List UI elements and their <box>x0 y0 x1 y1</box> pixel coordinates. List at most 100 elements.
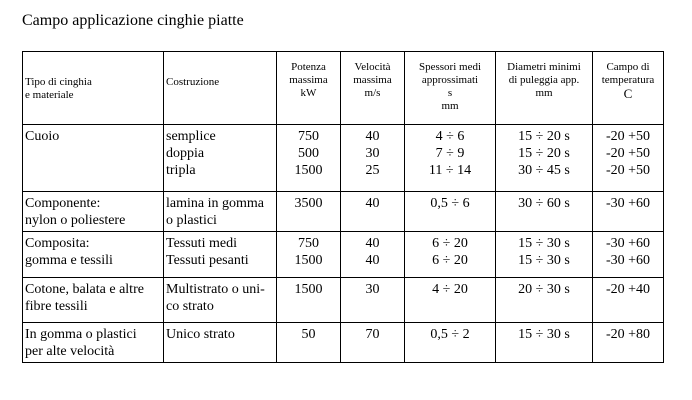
cell-line: tripla <box>166 163 196 178</box>
header-line: massima <box>353 74 392 86</box>
cell-potenza: 1500 <box>276 277 341 323</box>
header-row: Tipo di cinghia e materiale Costruzione … <box>22 51 664 125</box>
header-line: Velocità <box>354 61 391 73</box>
cell-line: -30 +60 <box>605 236 651 251</box>
cell-line: 11 ÷ 14 <box>428 163 472 178</box>
cell-line: 7 ÷ 9 <box>435 146 465 161</box>
table-row: Composita: gomma e tessili Tessuti medi Tes… <box>22 231 664 278</box>
cell-velocita: 40 40 <box>340 231 405 278</box>
header-temperatura: Campo di temperatura C <box>592 51 664 125</box>
cell-line: 750 <box>298 236 319 251</box>
cell-line: 30 ÷ 45 s <box>518 163 570 178</box>
header-line: mm <box>535 87 553 99</box>
cell-costruzione: Tessuti medi Tessuti pesanti <box>163 231 277 278</box>
header-line: massima <box>289 74 328 86</box>
cell-line: gomma e tessili <box>25 253 113 268</box>
cell-line: Componente: <box>25 196 101 211</box>
cell-line: 30 ÷ 60 s <box>518 196 570 211</box>
table-row: Cuoio semplice doppia tripla 750 500 1500 40 30 2… <box>22 124 664 192</box>
cell-diametri: 15 ÷ 30 s 15 ÷ 30 s <box>495 231 593 278</box>
cell-diametri: 15 ÷ 20 s 15 ÷ 20 s 30 ÷ 45 s <box>495 124 593 192</box>
document-title: Campo applicazione cinghie piatte <box>22 12 244 29</box>
cell-diametri: 30 ÷ 60 s <box>495 191 593 232</box>
cell-line: fibre tessili <box>25 299 88 314</box>
header-line: mm <box>441 100 459 112</box>
cell-line: 15 ÷ 30 s <box>518 253 570 268</box>
cell-line: 1500 <box>294 163 323 178</box>
cell-temperatura: -20 +80 <box>592 322 664 363</box>
cell-line: 30 <box>365 146 380 161</box>
cell-line: 15 ÷ 20 s <box>518 146 570 161</box>
header-line: C <box>623 86 633 101</box>
header-line: Campo di <box>606 61 650 73</box>
cell-line: -20 +50 <box>605 146 651 161</box>
cell-line: 25 <box>365 163 380 178</box>
header-line: temperatura <box>601 74 655 86</box>
cell-line: 4 ÷ 20 <box>432 282 468 297</box>
table-row: Componente: nylon o poliestere lamina in g… <box>22 191 664 232</box>
cell-line: 70 <box>365 327 380 342</box>
cell-line: Cuoio <box>25 129 60 144</box>
cell-line: -30 +60 <box>605 253 651 268</box>
header-line: m/s <box>364 87 381 99</box>
header-costruzione: Costruzione <box>163 51 277 125</box>
cell-line: 4 ÷ 6 <box>435 129 465 144</box>
cell-potenza: 3500 <box>276 191 341 232</box>
header-line: s <box>447 87 453 99</box>
header-velocita: Velocità massima m/s <box>340 51 405 125</box>
cell-spessori: 4 ÷ 20 <box>404 277 496 323</box>
cell-line: Multistrato o uni- <box>166 282 265 297</box>
cell-line: 40 <box>365 253 380 268</box>
cell-line: lamina in gomma <box>166 196 264 211</box>
cell-velocita: 40 30 25 <box>340 124 405 192</box>
cell-velocita: 30 <box>340 277 405 323</box>
cell-line: 6 ÷ 20 <box>432 236 468 251</box>
header-spessori: Spessori medi approssimati s mm <box>404 51 496 125</box>
cell-costruzione: Multistrato o uni-co strato <box>163 277 277 323</box>
cell-line: 0,5 ÷ 2 <box>430 327 470 342</box>
header-line: approssimati <box>421 74 479 86</box>
cell-line: 15 ÷ 20 s <box>518 129 570 144</box>
cell-temperatura: -20 +50 -20 +50 -20 +50 <box>592 124 664 192</box>
cell-potenza: 50 <box>276 322 341 363</box>
cell-line: -30 +60 <box>605 196 651 211</box>
cell-potenza: 750 1500 <box>276 231 341 278</box>
cell-line: Tessuti pesanti <box>166 253 249 268</box>
cell-tipo: In gomma o plastici per alte velocità <box>22 322 164 363</box>
cell-spessori: 4 ÷ 6 7 ÷ 9 11 ÷ 14 <box>404 124 496 192</box>
cell-line: 6 ÷ 20 <box>432 253 468 268</box>
header-line: kW <box>300 87 317 99</box>
cell-diametri: 15 ÷ 30 s <box>495 322 593 363</box>
cell-line: Tessuti medi <box>166 236 237 251</box>
cell-potenza: 750 500 1500 <box>276 124 341 192</box>
cell-velocita: 70 <box>340 322 405 363</box>
header-line: Potenza <box>291 61 326 73</box>
cell-temperatura: -20 +40 <box>592 277 664 323</box>
cell-line: Cotone, balata e altre <box>25 282 144 297</box>
header-potenza: Potenza massima kW <box>276 51 341 125</box>
header-line: Diametri minimi <box>507 61 581 73</box>
table-row: Cotone, balata e altre fibre tessili Multi… <box>22 277 664 323</box>
header-line: Costruzione <box>166 76 220 88</box>
header-line: Tipo di cinghia <box>25 76 92 88</box>
cell-temperatura: -30 +60 -30 +60 <box>592 231 664 278</box>
cell-spessori: 0,5 ÷ 2 <box>404 322 496 363</box>
cell-line: semplice <box>166 129 216 144</box>
cell-line: per alte velocità <box>25 344 115 359</box>
cell-tipo: Composita: gomma e tessili <box>22 231 164 278</box>
cell-line: Unico strato <box>166 327 235 342</box>
cell-costruzione: semplice doppia tripla <box>163 124 277 192</box>
cell-line: 500 <box>298 146 319 161</box>
cell-costruzione: lamina in gomma o plastici <box>163 191 277 232</box>
cell-line: Composita: <box>25 236 90 251</box>
header-line: e materiale <box>25 89 74 101</box>
cell-line: 3500 <box>294 196 323 211</box>
belt-application-table: Tipo di cinghia e materiale Costruzione … <box>22 51 664 363</box>
cell-line: 20 ÷ 30 s <box>518 282 570 297</box>
cell-line: co strato <box>166 299 214 314</box>
cell-spessori: 6 ÷ 20 6 ÷ 20 <box>404 231 496 278</box>
cell-tipo: Componente: nylon o poliestere <box>22 191 164 232</box>
cell-diametri: 20 ÷ 30 s <box>495 277 593 323</box>
cell-line: In gomma o plastici <box>25 327 137 342</box>
cell-line: 15 ÷ 30 s <box>518 327 570 342</box>
